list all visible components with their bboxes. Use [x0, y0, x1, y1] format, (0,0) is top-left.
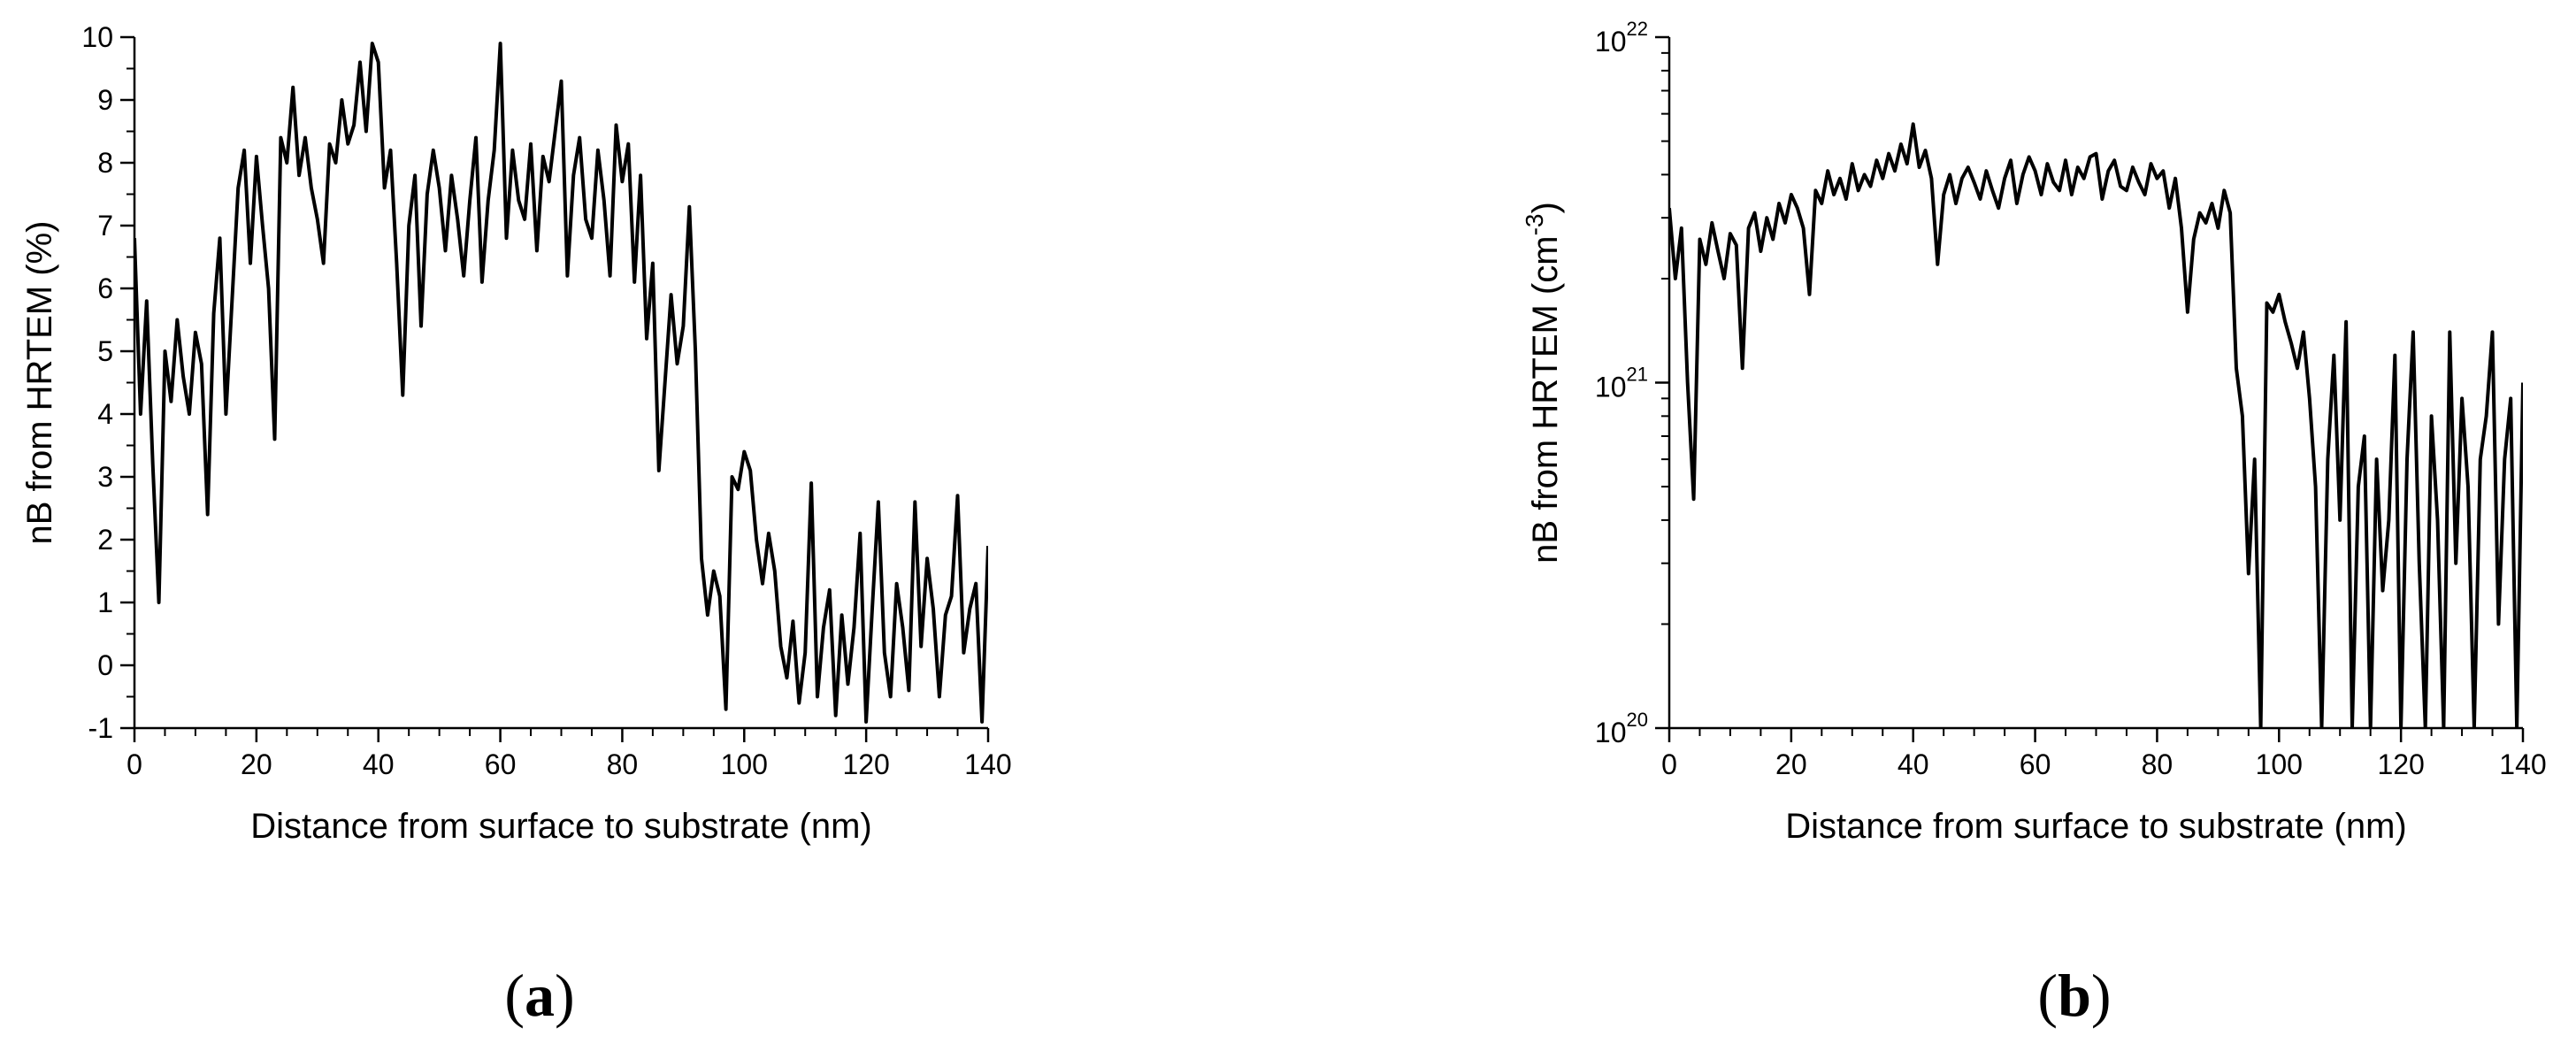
panel-label-a: (a)	[504, 962, 574, 1029]
series-line-b-0	[1669, 122, 2523, 728]
y-tick-label-b-2: 1022	[1595, 18, 1648, 58]
x-axis-label-b: Distance from surface to substrate (nm)	[1785, 807, 2406, 846]
x-tick-label-a-7: 140	[964, 748, 1011, 780]
x-tick-label-b-6: 120	[2377, 748, 2424, 780]
y-tick-label-a-4: 3	[97, 461, 113, 493]
x-tick-label-a-5: 100	[721, 748, 768, 780]
x-tick-label-b-0: 0	[1661, 748, 1677, 780]
y-tick-label-a-6: 5	[97, 335, 113, 367]
y-tick-label-a-8: 7	[97, 210, 113, 242]
x-tick-label-b-4: 80	[2142, 748, 2174, 780]
y-tick-label-b-1: 1021	[1595, 364, 1648, 403]
y-tick-label-a-9: 8	[97, 147, 113, 179]
x-tick-label-b-3: 60	[2020, 748, 2051, 780]
x-tick-label-a-0: 0	[126, 748, 142, 780]
x-tick-label-a-2: 40	[363, 748, 395, 780]
y-tick-label-b-0: 1020	[1595, 709, 1648, 748]
x-tick-label-b-1: 20	[1775, 748, 1807, 780]
x-tick-label-a-4: 80	[607, 748, 639, 780]
y-tick-label-a-10: 9	[97, 84, 113, 116]
chart-b: 0 20 40 60 80 100 120 140 1020 1021 1022 Distance f…	[1521, 18, 2547, 1029]
y-tick-label-a-2: 1	[97, 587, 113, 618]
x-tick-label-b-5: 100	[2256, 748, 2303, 780]
x-tick-label-a-3: 60	[485, 748, 517, 780]
x-tick-label-b-2: 40	[1898, 748, 1929, 780]
y-tick-label-a-7: 6	[97, 272, 113, 304]
x-tick-label-a-6: 120	[842, 748, 889, 780]
y-tick-label-a-5: 4	[97, 398, 113, 430]
x-tick-label-b-7: 140	[2499, 748, 2546, 780]
y-tick-label-a-0: -1	[88, 712, 113, 744]
y-tick-label-a-3: 2	[97, 524, 113, 556]
x-tick-label-a-1: 20	[241, 748, 272, 780]
y-axis-label-a: nB from HRTEM (%)	[20, 221, 59, 545]
series-line-a-0	[134, 42, 988, 724]
y-tick-label-a-1: 0	[97, 649, 113, 681]
y-axis-label-b: nB from HRTEM (cm-3)	[1521, 202, 1565, 564]
y-tick-label-a-11: 10	[81, 21, 113, 53]
x-axis-label-a: Distance from surface to substrate (nm)	[250, 807, 871, 846]
chart-a: 0 20 40 60 80 100 120 140 -1 0 1 2 3 4 5 6 7 8 9 10 Distance…	[20, 21, 1012, 1029]
panel-label-b: (b)	[2037, 962, 2111, 1029]
